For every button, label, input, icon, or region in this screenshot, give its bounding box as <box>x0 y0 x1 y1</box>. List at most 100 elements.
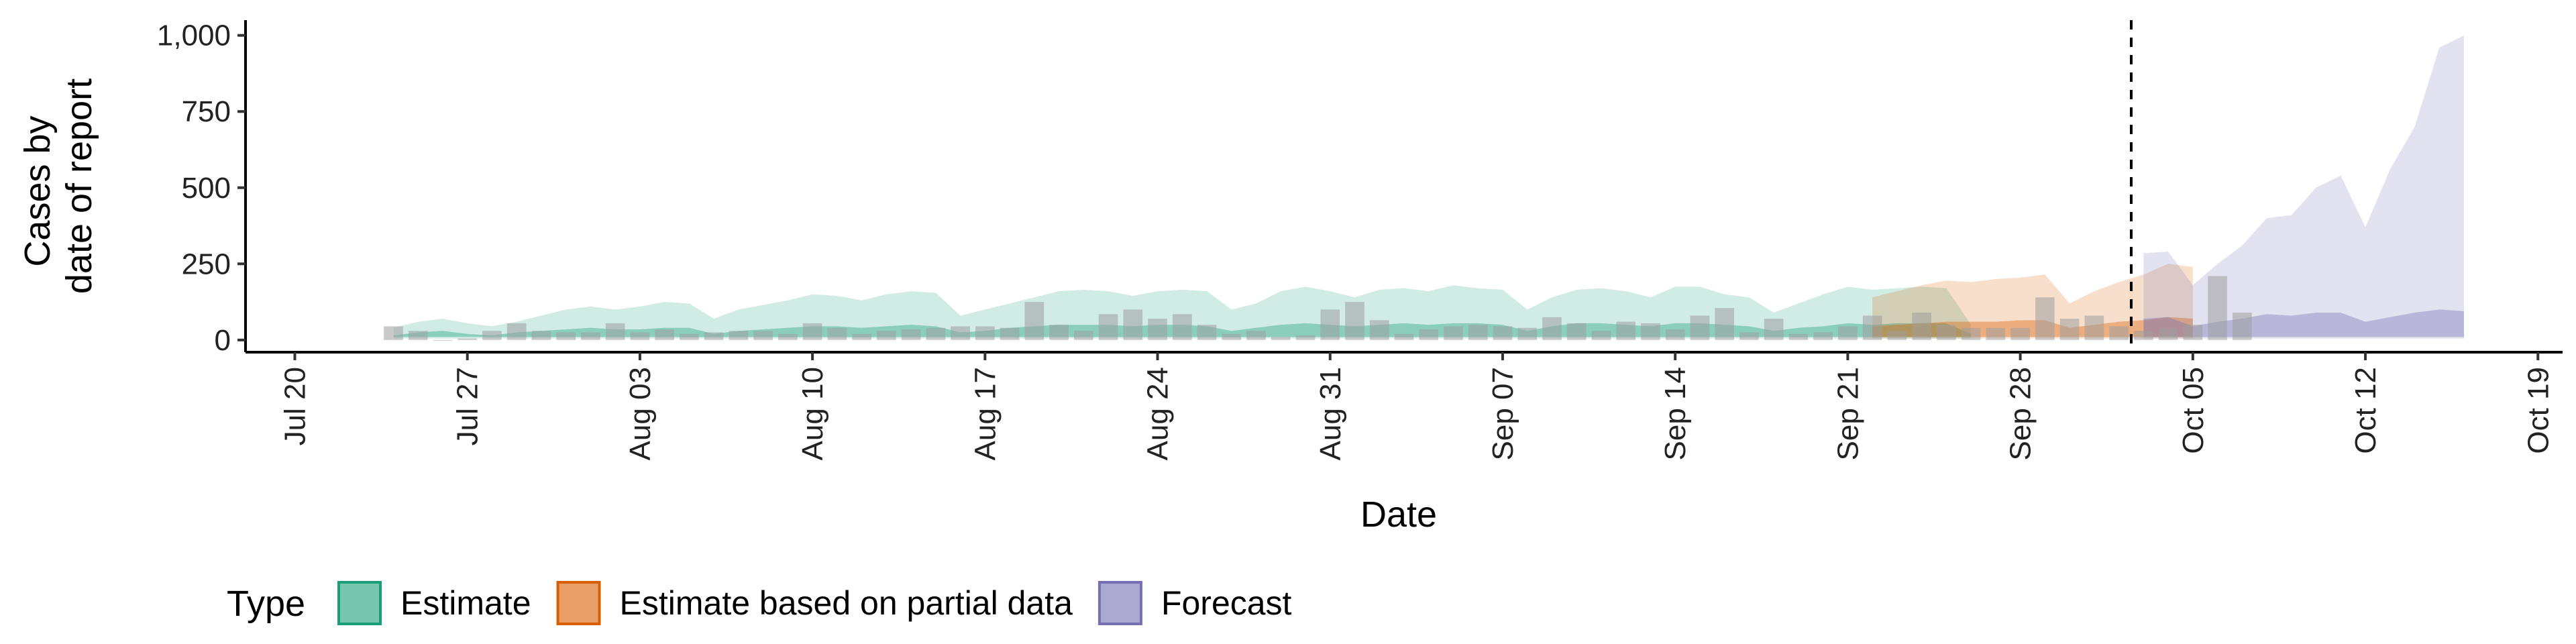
case-bar <box>1246 331 1266 340</box>
x-tick-label: Sep 21 <box>1831 367 1864 460</box>
y-tick-label: 1,000 <box>157 19 231 52</box>
case-bar <box>1715 308 1735 340</box>
case-bar <box>556 332 576 340</box>
case-bar <box>1369 320 1389 340</box>
legend-swatch-estimate-based-on-partial-data <box>556 581 601 625</box>
case-bar <box>1295 335 1316 340</box>
case-bar <box>1444 326 1463 340</box>
case-bar <box>581 332 600 340</box>
case-bar <box>1394 333 1414 340</box>
x-axis-ticks: Jul 20 Jul 27 Aug 03 Aug 10 Aug 17 Aug 24 Aug … <box>278 352 2555 460</box>
case-bar <box>1764 319 1784 340</box>
case-bar <box>1222 333 1242 340</box>
case-bar <box>531 331 551 340</box>
x-tick-label: Sep 14 <box>1659 367 1692 460</box>
legend-swatch-forecast <box>1097 581 1142 625</box>
case-bar <box>827 327 847 340</box>
case-bar <box>1271 337 1291 340</box>
case-bar <box>1320 309 1340 340</box>
legend-items: Estimate Estimate based on partial data Fo… <box>337 581 1292 625</box>
x-tick-label: Aug 10 <box>796 367 829 460</box>
case-bar <box>680 333 699 340</box>
bands-layer <box>393 35 2465 339</box>
case-bar <box>655 329 674 340</box>
case-bar <box>1788 333 1809 340</box>
x-tick-label: Aug 17 <box>969 367 1002 460</box>
case-bar <box>384 326 403 340</box>
case-bar <box>433 339 453 341</box>
y-tick-label: 750 <box>182 95 231 128</box>
bars-layer <box>384 276 2252 341</box>
x-tick-label: Aug 24 <box>1142 367 1175 460</box>
case-bar <box>1419 329 1439 340</box>
case-bar <box>1838 326 1858 340</box>
legend-swatch-estimate <box>337 581 382 625</box>
case-bar <box>1986 327 2006 340</box>
y-axis-title-line-1: Cases by <box>17 115 58 266</box>
case-bar <box>1073 331 1093 340</box>
case-bar <box>951 326 970 340</box>
case-bar <box>1887 331 1907 340</box>
case-bar <box>2183 325 2203 340</box>
case-bar <box>2134 331 2153 340</box>
case-bar <box>1172 314 1192 340</box>
case-bar <box>1345 302 1364 340</box>
y-tick-label: 500 <box>182 172 231 205</box>
x-tick-label: Aug 31 <box>1314 367 1347 460</box>
case-bar <box>2035 297 2055 340</box>
case-bar <box>2010 327 2030 340</box>
case-bar <box>1937 325 1956 340</box>
case-bar <box>1024 302 1044 340</box>
estimate-based-on-partial-data-outer-band <box>1872 264 2193 339</box>
case-bar <box>2059 319 2080 340</box>
x-tick-label: Sep 28 <box>2004 367 2037 460</box>
case-bar <box>1961 327 1981 340</box>
case-bar <box>901 329 921 340</box>
case-bar <box>506 323 527 340</box>
case-bar <box>1493 326 1513 340</box>
case-bar <box>1468 325 1488 340</box>
case-bar <box>482 331 502 340</box>
case-bar <box>1517 327 1538 340</box>
legend: Type Estimate Estimate based on partial d… <box>227 581 1292 625</box>
y-tick-label: 250 <box>182 248 231 280</box>
case-bar <box>1098 314 1118 340</box>
x-axis-title: Date <box>1360 494 1437 535</box>
legend-label-estimate-based-on-partial-data: Estimate based on partial data <box>620 584 1073 622</box>
case-bar <box>1813 332 1833 340</box>
case-bar <box>753 331 773 340</box>
case-bar <box>1690 315 1710 340</box>
case-bar <box>2158 327 2178 340</box>
case-bar <box>877 331 896 340</box>
case-bar <box>408 331 428 340</box>
case-bar <box>458 338 478 340</box>
case-bar <box>1739 332 1759 340</box>
x-tick-label: Jul 20 <box>278 367 311 445</box>
case-bar <box>1542 317 1562 340</box>
case-bar <box>1566 323 1587 340</box>
case-bar <box>2208 276 2227 340</box>
x-tick-label: Oct 19 <box>2522 367 2555 454</box>
case-bar <box>2232 312 2252 340</box>
x-tick-label: Sep 07 <box>1487 367 1519 460</box>
case-bar <box>1616 321 1636 340</box>
case-bar <box>1000 327 1020 340</box>
case-bar <box>1641 323 1660 340</box>
legend-label-estimate: Estimate <box>400 584 531 622</box>
case-bar <box>1591 331 1611 340</box>
x-tick-label: Aug 03 <box>624 367 657 460</box>
case-bar <box>975 326 995 340</box>
case-bar <box>704 332 724 340</box>
x-tick-label: Jul 27 <box>451 367 484 445</box>
forecast-outer-band <box>2143 35 2465 339</box>
legend-title: Type <box>227 584 305 624</box>
case-bar <box>852 333 871 340</box>
case-bar <box>729 331 749 340</box>
case-bar <box>2084 315 2104 340</box>
case-bar <box>2109 326 2129 340</box>
case-bar <box>1912 312 1931 340</box>
y-axis-ticks: 0 250 500 750 1,000 <box>157 19 246 357</box>
y-tick-label: 0 <box>215 324 231 357</box>
case-bar <box>630 332 650 340</box>
